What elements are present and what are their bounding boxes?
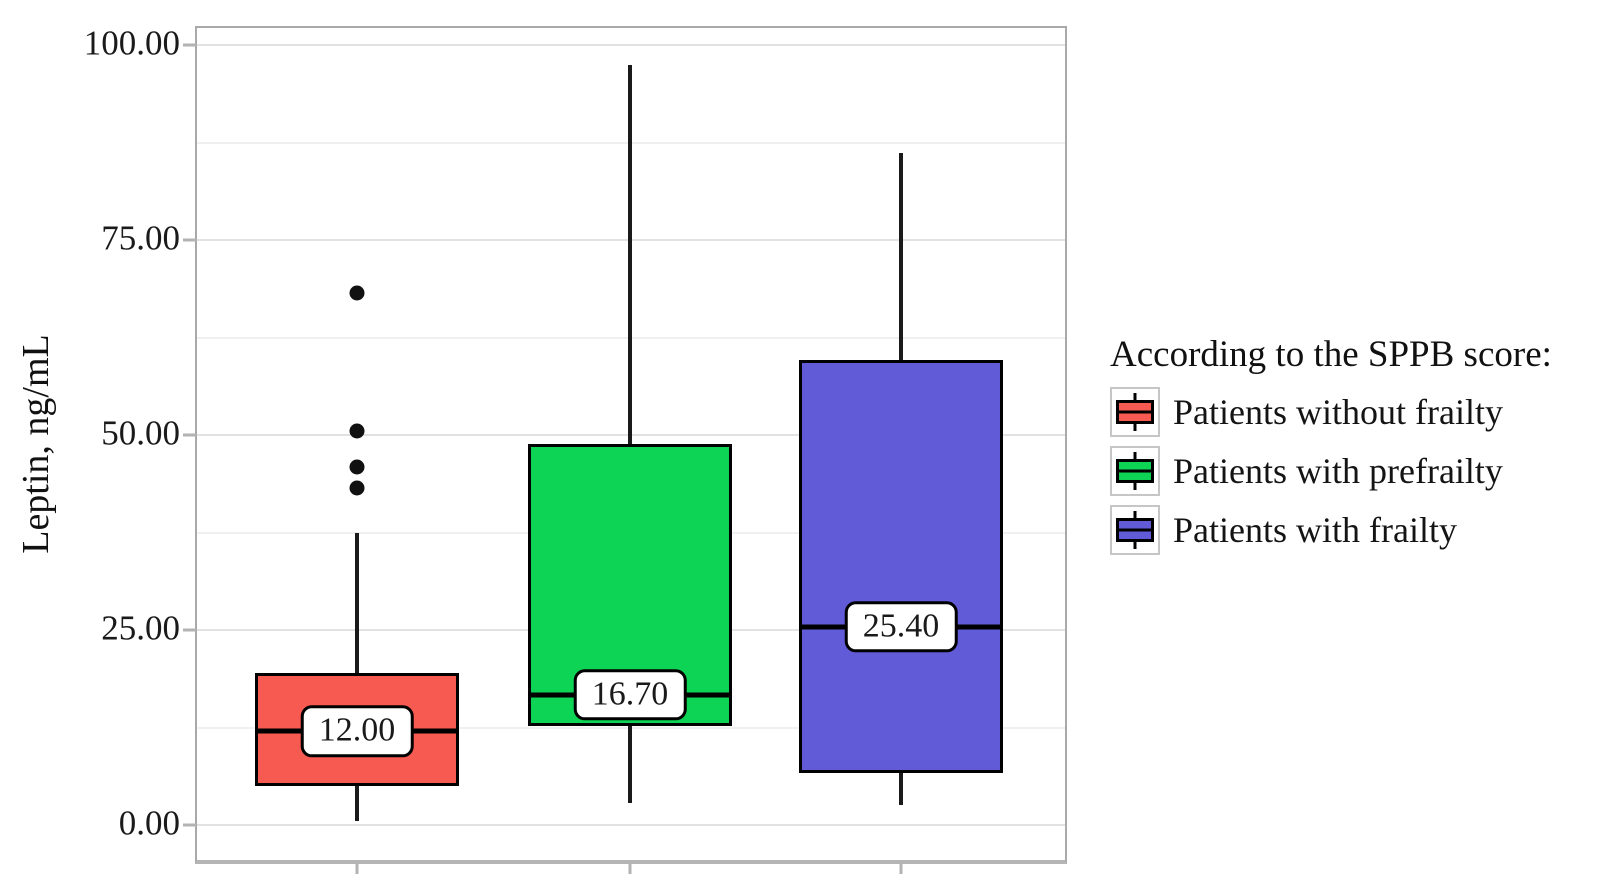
y-tick-label: 50.00 (101, 413, 180, 453)
median-label: 12.00 (300, 705, 414, 758)
outlier-point (349, 459, 365, 475)
key-box (1116, 518, 1154, 542)
outlier-point (349, 423, 365, 439)
legend-item-label: Patients with prefrailty (1173, 451, 1503, 491)
boxplot-key-icon (1110, 505, 1160, 555)
y-tick (183, 628, 196, 632)
y-tick-label: 0.00 (118, 803, 180, 843)
outlier-point (349, 480, 365, 496)
x-tick (899, 862, 903, 874)
y-tick (183, 43, 196, 47)
boxplot-key-icon (1110, 446, 1160, 496)
y-tick-label: 25.00 (101, 608, 180, 648)
key-box (1116, 400, 1154, 424)
y-tick-label: 75.00 (101, 218, 180, 258)
plot-panel: 12.00 16.70 25.40 (195, 26, 1067, 864)
legend-title: According to the SPPB score: (1110, 334, 1552, 375)
key-median (1119, 469, 1151, 473)
whisker-lower (899, 772, 903, 805)
whisker-upper (355, 532, 359, 673)
median-label: 25.40 (844, 601, 958, 653)
major-gridline (197, 44, 1065, 46)
y-tick-label: 100.00 (83, 23, 180, 63)
legend-items: Patients without frailty Patients with pr… (1094, 387, 1598, 555)
key-median (1119, 528, 1151, 532)
major-gridline (197, 824, 1065, 826)
whisker-upper (628, 65, 632, 445)
legend-item: Patients with prefrailty (1110, 446, 1598, 496)
legend: According to the SPPB score: Patients wi… (1094, 333, 1598, 564)
legend-item: Patients without frailty (1110, 387, 1598, 437)
whisker-lower (355, 786, 359, 822)
y-tick (183, 823, 196, 827)
median-label: 16.70 (573, 669, 687, 721)
legend-item: Patients with frailty (1110, 505, 1598, 555)
x-tick (355, 862, 359, 874)
x-tick (628, 862, 632, 874)
key-box (1116, 459, 1154, 483)
key-median (1119, 410, 1151, 414)
legend-item-label: Patients with frailty (1173, 510, 1457, 550)
boxplot-box (799, 360, 1003, 773)
y-tick (183, 238, 196, 242)
legend-item-label: Patients without frailty (1173, 392, 1503, 432)
outlier-point (349, 285, 365, 301)
whisker-upper (899, 152, 903, 361)
y-tick (183, 433, 196, 437)
boxplot-key-icon (1110, 387, 1160, 437)
whisker-lower (628, 725, 632, 804)
